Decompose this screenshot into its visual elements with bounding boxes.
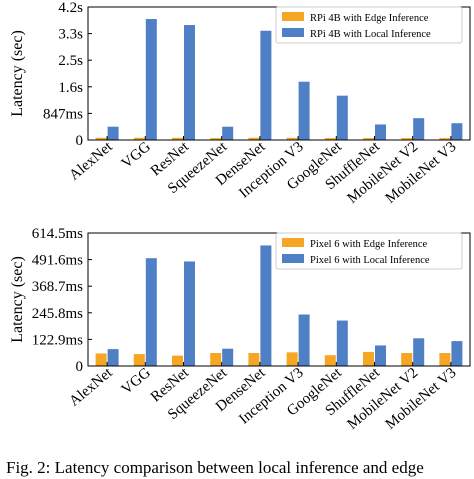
bar-edge-googlenet bbox=[324, 138, 336, 140]
bar-edge-googlenet bbox=[324, 355, 336, 366]
legend-box bbox=[275, 6, 463, 44]
legend-swatch bbox=[282, 238, 304, 247]
bar-edge-mobilenet-v2 bbox=[401, 353, 413, 366]
bar-edge-squeezenet bbox=[210, 353, 222, 366]
y-tick-label: 245.8ms bbox=[32, 306, 83, 322]
bar-local-mobilenet-v3 bbox=[451, 341, 463, 366]
bar-local-inception-v3 bbox=[298, 81, 310, 140]
bar-edge-mobilenet-v3 bbox=[439, 138, 451, 140]
bar-local-shufflenet bbox=[375, 345, 386, 366]
bar-local-vgg bbox=[145, 19, 157, 140]
bar-local-inception-v3 bbox=[298, 314, 310, 366]
bar-edge-inception-v3 bbox=[286, 352, 298, 366]
legend-label: Pixel 6 with Edge Inference bbox=[310, 239, 428, 250]
legend-label: RPi 4B with Local Inference bbox=[310, 29, 431, 40]
bar-local-alexnet bbox=[107, 126, 119, 140]
legend-swatch bbox=[282, 28, 304, 37]
bar-edge-squeezenet bbox=[210, 138, 222, 140]
y-tick-label: 0 bbox=[76, 359, 84, 375]
bar-local-squeezenet bbox=[222, 126, 234, 140]
bar-edge-mobilenet-v3 bbox=[439, 353, 451, 366]
bar-local-mobilenet-v2 bbox=[413, 118, 425, 140]
bar-edge-shufflenet bbox=[363, 351, 374, 366]
y-tick-label: 3.3s bbox=[58, 27, 83, 43]
bar-local-alexnet bbox=[107, 349, 119, 366]
bar-local-densenet bbox=[260, 30, 272, 140]
bar-local-densenet bbox=[260, 245, 272, 366]
bar-local-mobilenet-v3 bbox=[451, 123, 463, 140]
bar-local-squeezenet bbox=[222, 348, 234, 366]
figure-caption: Fig. 2: Latency comparison between local… bbox=[6, 458, 424, 477]
y-axis-label: Latency (sec) bbox=[9, 256, 26, 343]
bar-local-resnet bbox=[184, 25, 195, 140]
y-tick-label: 2.5s bbox=[58, 53, 83, 69]
bar-local-mobilenet-v2 bbox=[413, 338, 425, 366]
bar-local-googlenet bbox=[336, 320, 348, 366]
legend-swatch bbox=[282, 12, 304, 21]
bar-edge-shufflenet bbox=[363, 138, 374, 140]
y-tick-label: 0 bbox=[76, 133, 84, 149]
bar-edge-vgg bbox=[133, 137, 145, 140]
x-tick-label: AlexNet bbox=[66, 364, 116, 409]
bar-edge-resnet bbox=[172, 137, 183, 140]
bar-local-googlenet bbox=[336, 95, 348, 140]
legend-box bbox=[275, 232, 463, 270]
bar-edge-alexnet bbox=[95, 353, 107, 366]
bar-edge-densenet bbox=[248, 137, 260, 140]
bar-edge-inception-v3 bbox=[286, 137, 298, 140]
y-tick-label: 847ms bbox=[43, 106, 83, 122]
y-tick-label: 122.9ms bbox=[32, 332, 83, 348]
legend: RPi 4B with Edge Inference RPi 4B with Lo… bbox=[275, 6, 463, 44]
y-tick-label: 1.6s bbox=[58, 80, 83, 96]
x-tick-label: AlexNet bbox=[66, 138, 116, 183]
bar-local-resnet bbox=[184, 261, 195, 366]
bar-edge-densenet bbox=[248, 353, 260, 366]
y-tick-label: 614.5ms bbox=[32, 226, 83, 242]
bar-edge-vgg bbox=[133, 354, 145, 366]
bar-local-shufflenet bbox=[375, 124, 386, 140]
legend: Pixel 6 with Edge Inference Pixel 6 with … bbox=[275, 232, 463, 270]
y-axis-label: Latency (sec) bbox=[9, 30, 26, 117]
bar-edge-mobilenet-v2 bbox=[401, 138, 413, 140]
y-tick-label: 4.2s bbox=[58, 0, 83, 16]
y-tick-label: 491.6ms bbox=[32, 253, 83, 269]
bar-local-vgg bbox=[145, 258, 157, 366]
chart-panel-2: 0 122.9ms 245.8ms 368.7ms 491.6ms 614.5ms Alex… bbox=[9, 226, 471, 433]
bar-edge-alexnet bbox=[95, 137, 107, 140]
y-tick-label: 368.7ms bbox=[32, 279, 83, 295]
legend-swatch bbox=[282, 254, 304, 263]
bar-edge-resnet bbox=[172, 355, 183, 366]
legend-label: RPi 4B with Edge Inference bbox=[310, 13, 429, 24]
legend-label: Pixel 6 with Local Inference bbox=[310, 255, 430, 266]
